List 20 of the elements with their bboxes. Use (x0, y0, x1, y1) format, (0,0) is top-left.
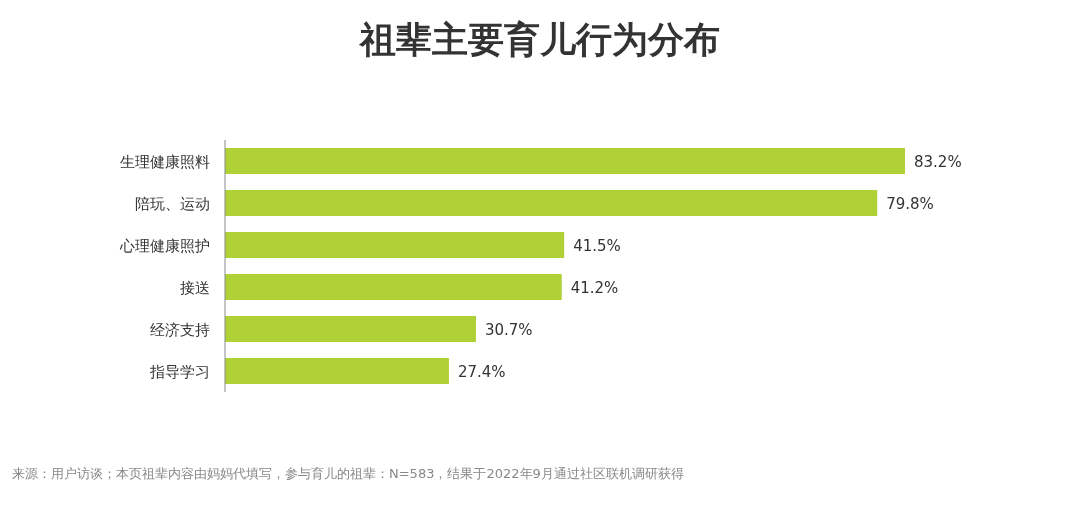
bar (225, 148, 905, 174)
data-label: 41.5% (573, 237, 621, 255)
bar (225, 232, 565, 258)
y-tick-label: 经济支持 (150, 321, 210, 339)
bar (225, 358, 449, 384)
source-note: 来源：用户访谈；本页祖辈内容由妈妈代填写，参与育儿的祖辈：N=583，结果于2022年9月通过社区联机调研获得 (12, 466, 684, 481)
y-tick-label: 陪玩、运动 (135, 195, 210, 213)
y-tick-label: 接送 (180, 279, 210, 297)
chart-title: 祖辈主要育儿行为分布 (358, 19, 720, 60)
data-label: 27.4% (457, 363, 506, 381)
bar (225, 316, 476, 342)
y-tick-label: 生理健康照料 (120, 153, 210, 171)
data-label: 41.2% (570, 279, 619, 297)
data-label: 79.8% (886, 195, 934, 213)
bar (225, 274, 562, 300)
bar (225, 190, 878, 216)
data-label: 30.7% (484, 321, 533, 339)
y-tick-label: 指导学习 (149, 363, 210, 381)
data-label: 83.2% (914, 153, 962, 171)
y-tick-label: 心理健康照护 (119, 237, 210, 255)
